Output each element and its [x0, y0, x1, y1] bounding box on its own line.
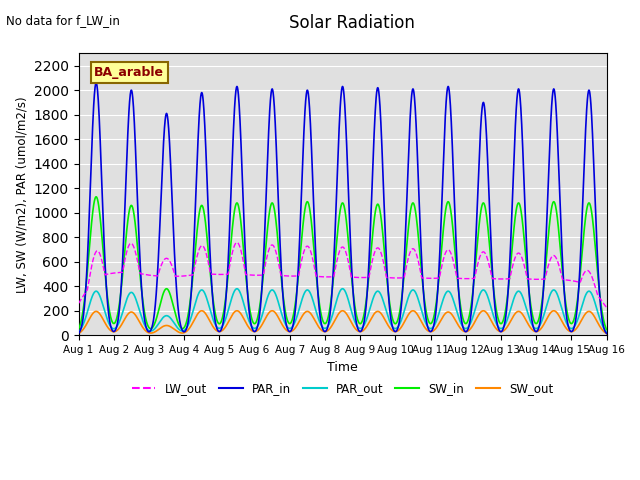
- Legend: LW_out, PAR_in, PAR_out, SW_in, SW_out: LW_out, PAR_in, PAR_out, SW_in, SW_out: [127, 377, 558, 400]
- X-axis label: Time: Time: [327, 360, 358, 373]
- Y-axis label: LW, SW (W/m2), PAR (umol/m2/s): LW, SW (W/m2), PAR (umol/m2/s): [15, 96, 28, 293]
- Text: BA_arable: BA_arable: [94, 66, 164, 79]
- Text: No data for f_LW_in: No data for f_LW_in: [6, 14, 120, 27]
- Text: Solar Radiation: Solar Radiation: [289, 14, 415, 33]
